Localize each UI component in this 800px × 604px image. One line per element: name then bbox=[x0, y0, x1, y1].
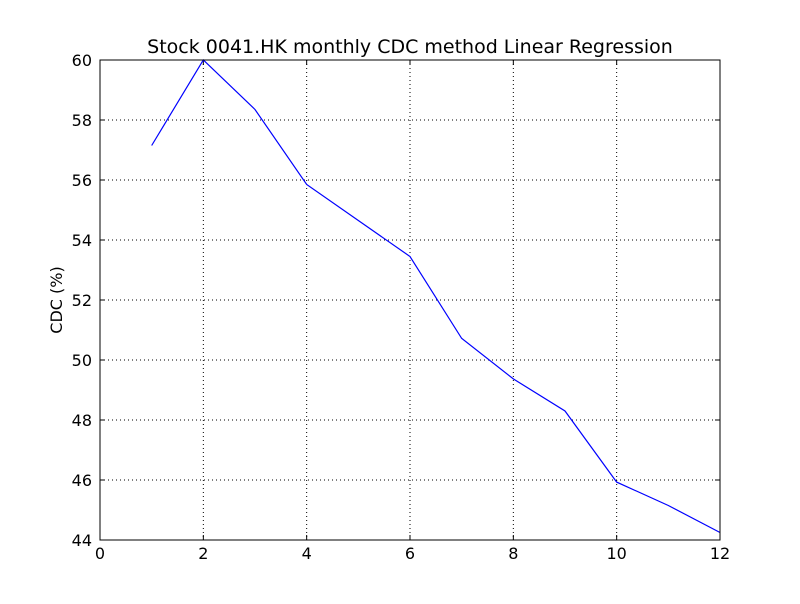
y-tick-label: 60 bbox=[72, 51, 92, 70]
y-tick-label: 58 bbox=[72, 111, 92, 130]
y-tick-label: 48 bbox=[72, 411, 92, 430]
x-tick-label: 10 bbox=[606, 544, 626, 563]
y-tick-label: 44 bbox=[72, 531, 92, 550]
x-tick-label: 0 bbox=[95, 544, 105, 563]
chart-title: Stock 0041.HK monthly CDC method Linear … bbox=[147, 36, 673, 58]
y-tick-label: 52 bbox=[72, 291, 92, 310]
y-axis-label: CDC (%) bbox=[47, 266, 66, 333]
x-tick-label: 6 bbox=[405, 544, 415, 563]
x-tick-label: 12 bbox=[710, 544, 730, 563]
x-tick-label: 2 bbox=[198, 544, 208, 563]
y-tick-label: 54 bbox=[72, 231, 92, 250]
x-tick-label: 4 bbox=[302, 544, 312, 563]
series-line bbox=[151, 59, 721, 534]
x-tick-label: 8 bbox=[508, 544, 518, 563]
series-layer bbox=[151, 59, 721, 534]
plot-frame bbox=[99, 59, 721, 541]
grid-layer bbox=[100, 60, 720, 540]
y-tick-label: 50 bbox=[72, 351, 92, 370]
y-tick-label: 56 bbox=[72, 171, 92, 190]
y-tick-label: 46 bbox=[72, 471, 92, 490]
